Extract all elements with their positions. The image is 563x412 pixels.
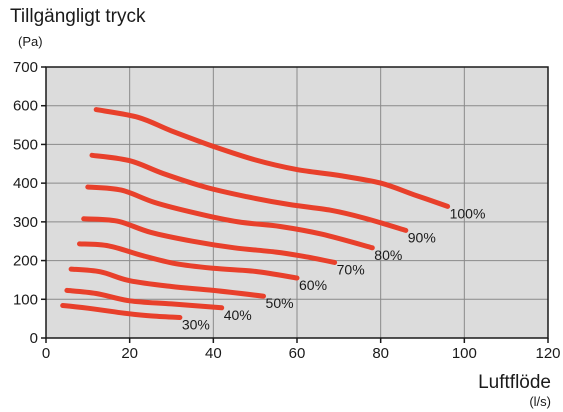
y-tick-label: 300 (13, 214, 38, 231)
y-tick-label: 600 (13, 98, 38, 115)
x-axis-title: Luftflöde (478, 372, 551, 393)
y-tick-label: 700 (13, 59, 38, 76)
series-label: 90% (408, 229, 436, 245)
series-label: 80% (374, 247, 402, 263)
x-tick-label: 120 (535, 345, 560, 362)
x-tick-label: 60 (289, 345, 306, 362)
y-axis-title: Tillgängligt tryck (10, 6, 146, 27)
series-line (81, 216, 338, 265)
series-line (93, 107, 451, 209)
series-line (77, 241, 300, 281)
y-tick-label: 100 (13, 291, 38, 308)
series-label: 70% (337, 262, 365, 278)
x-tick-label: 100 (452, 345, 477, 362)
y-tick-label: 400 (13, 175, 38, 192)
y-tick-label: 500 (13, 136, 38, 153)
series-line (89, 152, 409, 233)
y-axis-unit: (Pa) (18, 34, 43, 49)
series-line (60, 303, 183, 320)
x-tick-label: 0 (42, 345, 50, 362)
x-tick-label: 80 (372, 345, 389, 362)
plot-frame (45, 66, 549, 339)
series-label: 100% (450, 205, 486, 221)
series-label: 30% (182, 316, 210, 332)
y-tick-label: 0 (30, 330, 38, 347)
series-line (85, 184, 375, 251)
series-label: 40% (224, 307, 252, 323)
x-tick-label: 20 (121, 345, 138, 362)
x-axis-unit: (l/s) (529, 394, 551, 409)
series-label: 60% (299, 277, 327, 293)
series-label: 50% (266, 295, 294, 311)
series-line (68, 266, 266, 299)
series-line (64, 287, 225, 311)
x-tick-label: 40 (205, 345, 222, 362)
y-tick-label: 200 (13, 253, 38, 270)
